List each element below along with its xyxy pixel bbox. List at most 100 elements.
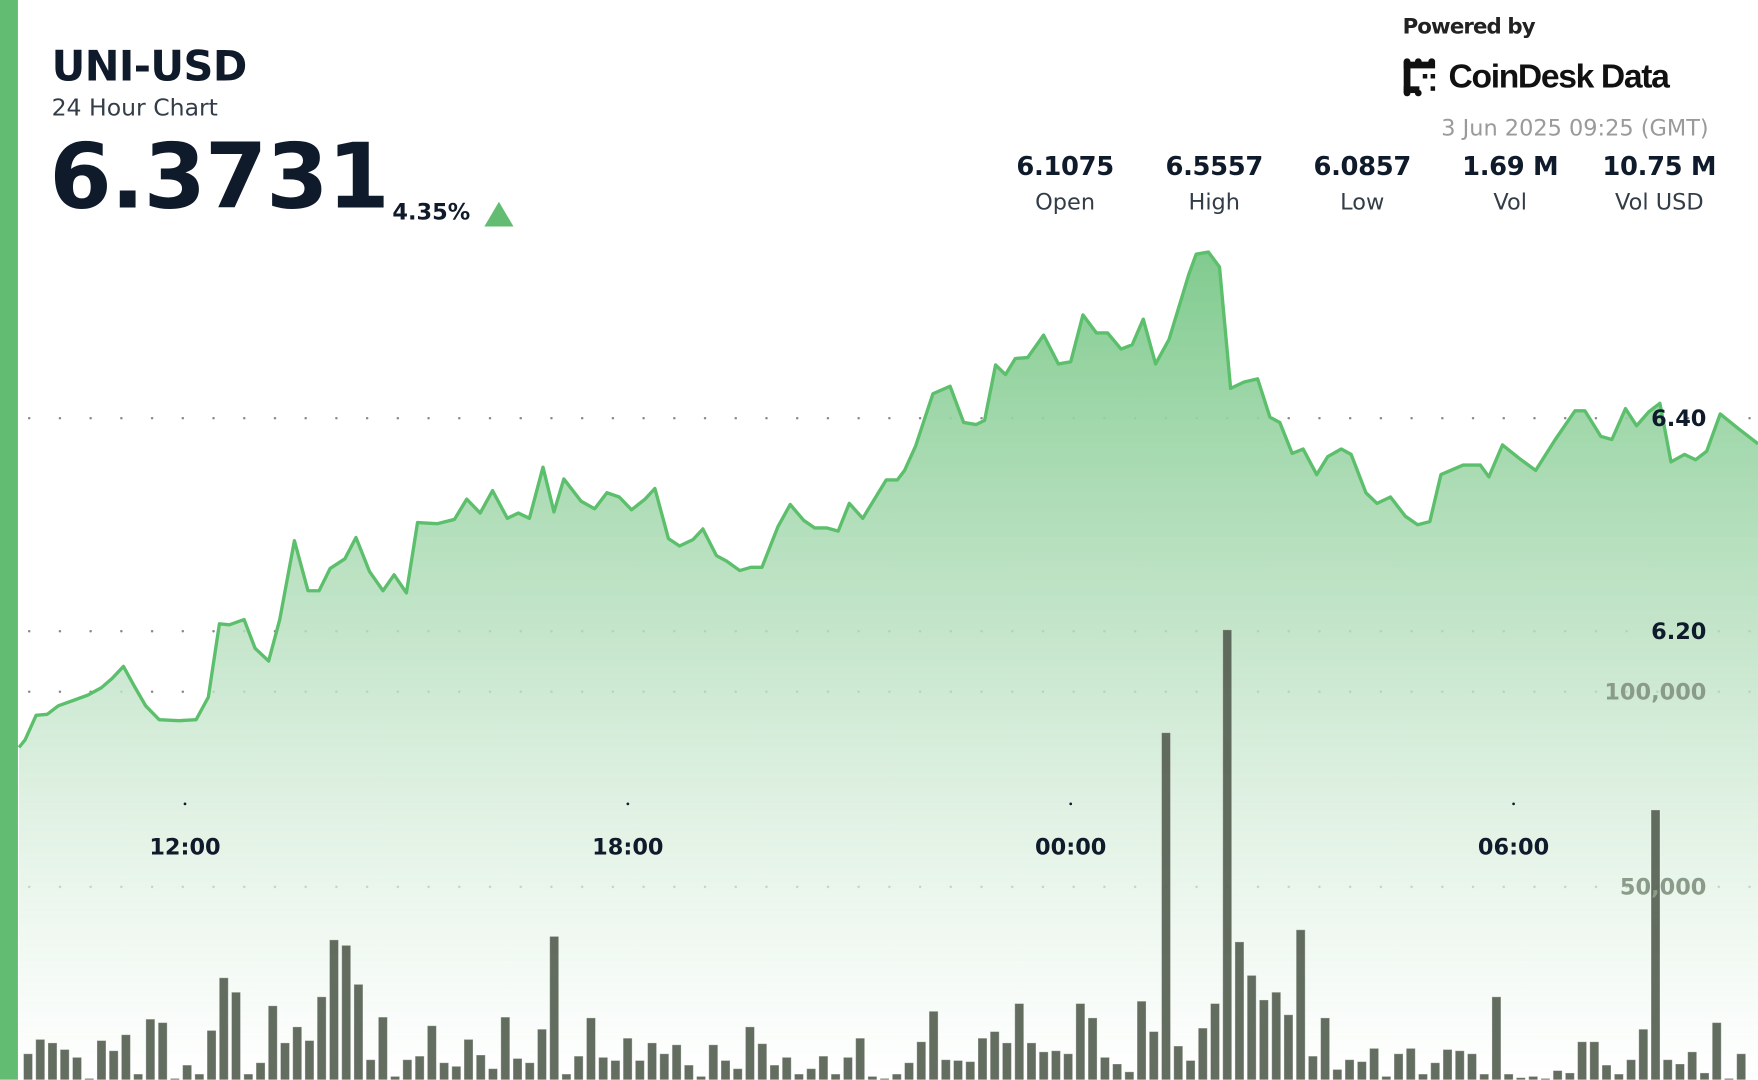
volume-bar bbox=[610, 1060, 621, 1080]
x-tick-label: 12:00 bbox=[149, 834, 220, 860]
volume-bar bbox=[1626, 1059, 1637, 1080]
volume-bar bbox=[341, 944, 352, 1080]
volume-bar bbox=[1258, 999, 1269, 1080]
volume-bar bbox=[586, 1017, 596, 1080]
volume-bar bbox=[549, 935, 560, 1080]
volume-bar bbox=[855, 1037, 866, 1080]
volume-bar bbox=[194, 1073, 205, 1080]
volume-bar bbox=[218, 977, 229, 1080]
stat-value: 10.75 M bbox=[1602, 152, 1717, 182]
volume-bar bbox=[1540, 1078, 1551, 1080]
volume-bar bbox=[1503, 1073, 1514, 1080]
volume-bar bbox=[1369, 1047, 1380, 1080]
x-tick-mark bbox=[626, 802, 630, 806]
volume-bar bbox=[133, 1073, 144, 1080]
volume-bar bbox=[255, 1062, 266, 1080]
volume-bar bbox=[977, 1037, 988, 1080]
x-tick-label: 06:00 bbox=[1478, 834, 1549, 860]
volume-bar bbox=[1552, 1070, 1563, 1080]
volume-bar bbox=[1099, 1056, 1110, 1080]
stat-volume-usd: 10.75 M Vol USD bbox=[1586, 152, 1732, 215]
chart-subtitle: 24 Hour Chart bbox=[51, 94, 218, 122]
volume-bar bbox=[1515, 1077, 1526, 1080]
volume-bar bbox=[120, 1034, 131, 1080]
volume-bar bbox=[1442, 1049, 1453, 1080]
volume-bar bbox=[353, 983, 364, 1080]
volume-bar bbox=[916, 1041, 927, 1080]
volume-bar bbox=[96, 1040, 107, 1080]
y-axis: 6.40 6.20 100,000 50,000 bbox=[1604, 406, 1706, 901]
volume-bar bbox=[463, 1038, 474, 1080]
volume-bar bbox=[720, 1060, 731, 1080]
volume-bar bbox=[1307, 1055, 1318, 1080]
volume-bar bbox=[598, 1056, 609, 1080]
volume-bar bbox=[1699, 1072, 1710, 1080]
volume-bar bbox=[377, 1016, 388, 1080]
volume-bar bbox=[243, 1073, 254, 1080]
volume-bar bbox=[1589, 1041, 1600, 1080]
triangle-up-icon bbox=[484, 201, 514, 227]
price-line bbox=[17, 250, 1758, 749]
volume-bar bbox=[745, 1026, 755, 1080]
volume-bar bbox=[904, 1062, 914, 1080]
stat-label: Low bbox=[1340, 188, 1385, 216]
volume-bar bbox=[1063, 1053, 1074, 1080]
volume-bar bbox=[488, 1068, 498, 1080]
volume-bar bbox=[59, 1049, 70, 1080]
volume-bar bbox=[267, 1005, 278, 1080]
volume-bar bbox=[1038, 1051, 1049, 1080]
volume-bar bbox=[206, 1030, 217, 1080]
stat-value: 6.5557 bbox=[1165, 152, 1263, 182]
volume-bar bbox=[451, 1065, 462, 1080]
volume-bar bbox=[537, 1028, 547, 1080]
volume-bar bbox=[634, 1060, 645, 1080]
volume-bar bbox=[732, 1068, 743, 1080]
stat-value: 6.0857 bbox=[1313, 152, 1411, 182]
volume-bar bbox=[426, 1025, 437, 1080]
volume-bar bbox=[169, 1078, 180, 1080]
volume-bar bbox=[1687, 1051, 1698, 1080]
volume-bar bbox=[940, 1059, 951, 1080]
x-tick-mark bbox=[183, 802, 187, 806]
volume-bar bbox=[708, 1044, 719, 1080]
volume-bar bbox=[292, 1026, 303, 1080]
volume-bar bbox=[1393, 1053, 1404, 1080]
volume-bar bbox=[1430, 1062, 1441, 1080]
volume-bar bbox=[1283, 1014, 1294, 1080]
volume-bar bbox=[1662, 1059, 1673, 1080]
volume-bar bbox=[329, 939, 339, 1080]
volume-bar bbox=[683, 1064, 694, 1080]
x-tick-mark bbox=[1069, 802, 1073, 806]
volume-bar bbox=[622, 1037, 633, 1080]
volume-bar bbox=[414, 1055, 425, 1080]
volume-bar bbox=[304, 1040, 315, 1080]
volume-bar bbox=[1675, 1063, 1685, 1080]
timestamp: 3 Jun 2025 09:25 (GMT) bbox=[1441, 114, 1709, 142]
volume-bar bbox=[500, 1016, 511, 1080]
volume-bar bbox=[1736, 1053, 1747, 1080]
stat-label: High bbox=[1188, 188, 1240, 216]
volume-bar bbox=[402, 1059, 413, 1080]
accent-bar bbox=[0, 0, 18, 1080]
coindesk-logo-icon bbox=[1403, 58, 1436, 97]
stat-label: Vol bbox=[1493, 188, 1527, 216]
volume-bar bbox=[1564, 1072, 1575, 1080]
volume-bar bbox=[1136, 1000, 1147, 1080]
volume-bar bbox=[1112, 1063, 1123, 1080]
volume-bar bbox=[1148, 1031, 1159, 1080]
volume-bar bbox=[1601, 1064, 1612, 1080]
volume-bar bbox=[965, 1061, 976, 1080]
volume-bar bbox=[316, 996, 327, 1080]
price-tick-label: 6.40 bbox=[1651, 406, 1706, 432]
volume-bar bbox=[524, 1062, 535, 1080]
volume-bar bbox=[806, 1068, 817, 1080]
volume-bar bbox=[280, 1042, 290, 1080]
volume-bar bbox=[512, 1058, 523, 1080]
volume-bar bbox=[953, 1060, 963, 1080]
volume-bar bbox=[1001, 1042, 1012, 1080]
volume-bars bbox=[23, 629, 1747, 1080]
stat-volume: 1.69 M Vol bbox=[1437, 152, 1583, 215]
volume-bar bbox=[1467, 1053, 1477, 1080]
volume-bar bbox=[1405, 1047, 1416, 1080]
stat-label: Open bbox=[1035, 188, 1096, 216]
